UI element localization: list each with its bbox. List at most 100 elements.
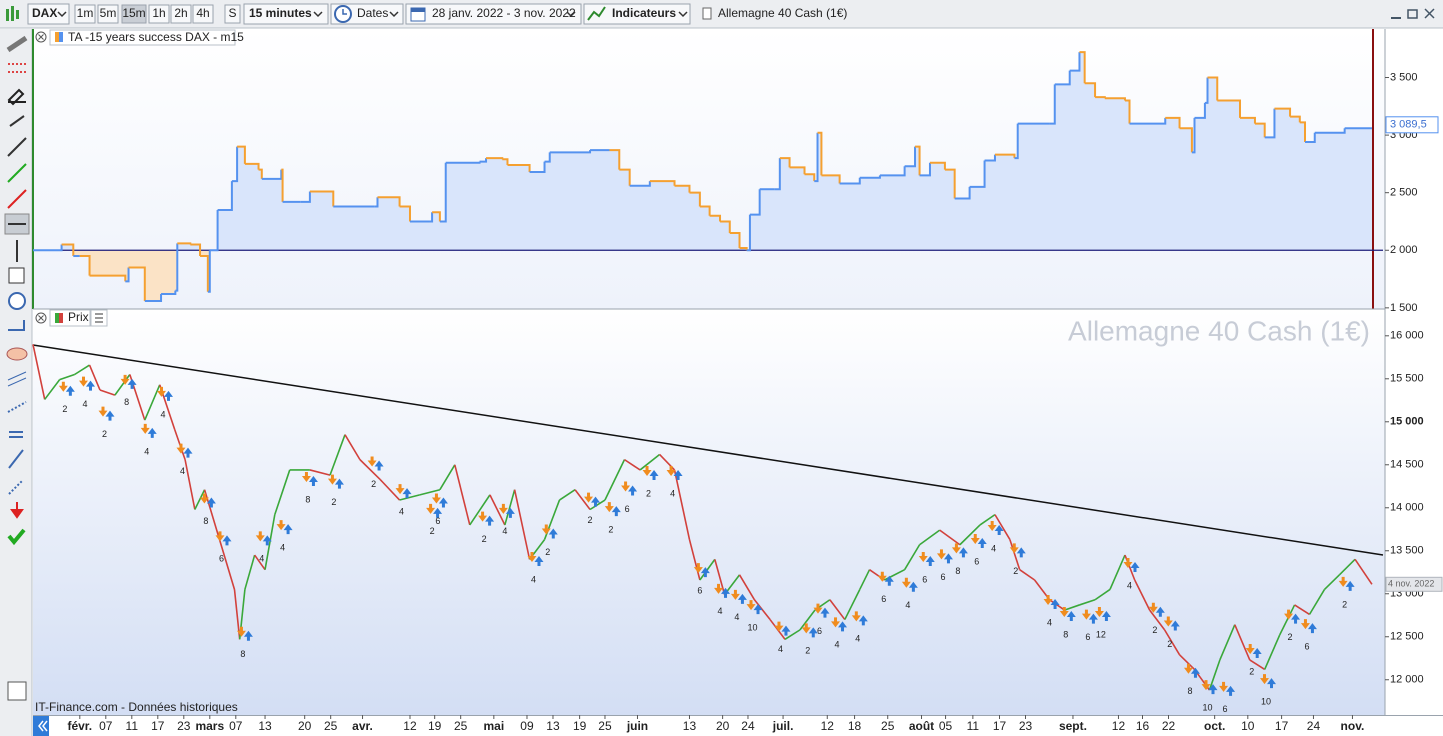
equity-step — [1129, 117, 1167, 125]
drawing-tools[interactable] — [4, 35, 30, 701]
equity-step — [1264, 108, 1276, 139]
price-segment — [1163, 629, 1181, 656]
area-above — [33, 52, 1372, 251]
buy-arrow — [1226, 685, 1236, 696]
equity-step — [144, 294, 163, 302]
sell-arrow — [431, 493, 441, 504]
timeframe-button[interactable] — [170, 4, 192, 24]
x-tick-label: 07 — [229, 719, 243, 733]
signal-label: 2 — [430, 526, 435, 536]
buy-arrow — [943, 553, 953, 564]
x-tick-label: 11 — [967, 719, 980, 733]
scroll-left[interactable] — [33, 716, 49, 736]
buy-arrow — [222, 535, 232, 546]
signal-label: 4 — [502, 526, 507, 536]
equity-step — [33, 244, 63, 252]
timeframe-label: 1h — [152, 6, 165, 20]
dates-select[interactable]: Dates — [330, 3, 404, 25]
equity-step — [486, 157, 504, 160]
equity-step — [128, 266, 146, 301]
equity-step — [1095, 96, 1106, 99]
price-segment — [74, 364, 90, 376]
equity-step — [969, 160, 986, 188]
buy-arrow — [1190, 667, 1200, 678]
interval-select[interactable]: 15 minutes — [243, 3, 329, 25]
x-tick-label: 18 — [848, 719, 862, 733]
x-tick-label: févr. — [67, 719, 92, 733]
sell-arrow — [877, 571, 887, 582]
range-select[interactable]: 28 janv. 2022 - 3 nov. 2022 — [405, 3, 582, 25]
price-segment — [799, 609, 816, 631]
buy-arrow — [206, 497, 216, 508]
equity-step — [61, 243, 75, 257]
price-segment — [469, 494, 491, 526]
signal-label: 4 — [991, 543, 996, 553]
sell-arrow — [1300, 619, 1310, 630]
sell-arrow — [140, 423, 150, 434]
x-tick-label: 13 — [546, 719, 560, 733]
timeframe-button[interactable] — [224, 4, 241, 24]
price-segment — [379, 478, 401, 501]
equity-step — [944, 168, 956, 199]
signal-label: 2 — [608, 525, 613, 535]
sell-arrow — [831, 617, 841, 628]
price-panel — [33, 310, 1385, 715]
sell-arrow — [498, 503, 508, 514]
last-value: 3 089,5 — [1390, 119, 1427, 131]
sell-arrow — [276, 520, 286, 531]
x-tick-label: 25 — [454, 719, 468, 733]
timeframe-button[interactable] — [148, 4, 170, 24]
signal-label: 4 — [144, 446, 149, 456]
buy-arrow — [1208, 684, 1218, 695]
equity-step — [804, 173, 816, 182]
equity-step — [89, 274, 127, 282]
indicators-select[interactable]: Indicateurs — [583, 3, 691, 25]
sell-arrow — [478, 511, 488, 522]
timeframe-button[interactable] — [74, 4, 96, 24]
signal-label: 8 — [955, 566, 960, 576]
sell-arrow — [1148, 602, 1158, 613]
signal-label: 6 — [817, 626, 822, 636]
equity-step — [1049, 84, 1056, 125]
equity-step — [190, 243, 202, 257]
equity-step — [729, 231, 741, 248]
price-segment — [994, 514, 1011, 540]
timeframe-button[interactable] — [192, 4, 214, 24]
timeframe-button[interactable] — [121, 4, 147, 24]
sell-arrow — [426, 503, 436, 514]
price-segment — [859, 569, 871, 590]
buy-arrow — [908, 581, 918, 592]
signal-label: 4 — [160, 409, 165, 419]
x-tick-label: 24 — [1307, 719, 1321, 733]
window-controls[interactable] — [1391, 8, 1435, 19]
price-segment — [939, 529, 961, 546]
sell-arrow — [301, 472, 311, 483]
equity-step — [445, 161, 481, 164]
equity-step — [1014, 123, 1019, 160]
equity-step — [929, 161, 946, 170]
equity-step — [258, 168, 263, 179]
x-tick-label: 24 — [741, 719, 755, 733]
y-tick-label: 3 500 — [1390, 71, 1418, 83]
buy-arrow — [1307, 623, 1317, 634]
area-below — [73, 250, 210, 301]
symbol-select[interactable]: DAX — [27, 3, 70, 25]
price-segment — [1219, 624, 1236, 661]
sell-arrow — [714, 583, 724, 594]
sell-arrow — [851, 611, 861, 622]
x-tick-label: 13 — [683, 719, 697, 733]
sell-arrow — [58, 381, 68, 392]
x-tick-label: mai — [483, 719, 504, 733]
equity-step — [281, 168, 284, 202]
y-tick-label: 2 500 — [1390, 187, 1418, 199]
equity-step — [549, 150, 592, 154]
x-tick-label: 20 — [716, 719, 730, 733]
sell-arrow — [199, 493, 209, 504]
signal-label: 4 — [531, 574, 536, 584]
timeframe-button[interactable] — [97, 4, 119, 24]
last-date-box — [1385, 576, 1443, 592]
price-segment — [1133, 579, 1151, 611]
x-tick-label: 05 — [939, 719, 953, 733]
price-segment — [1249, 659, 1266, 671]
